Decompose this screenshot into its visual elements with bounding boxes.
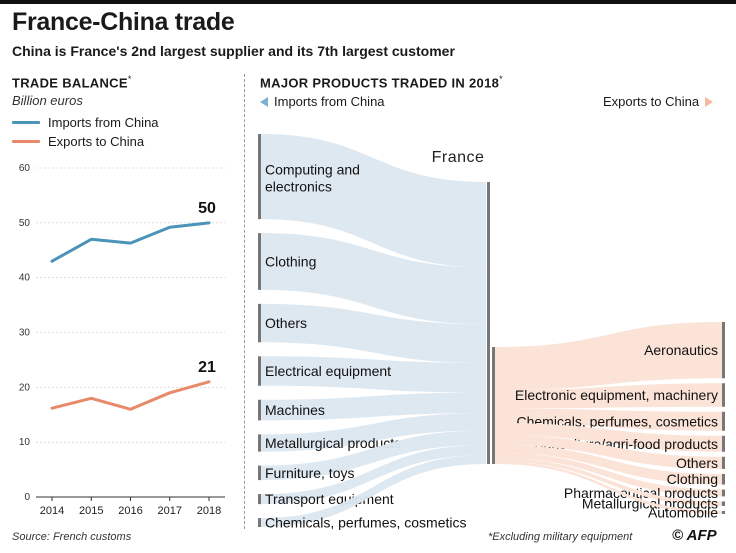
series-line-exports <box>50 380 211 411</box>
products-legend-exports: Exports to China <box>603 94 714 109</box>
products-legend-exports-label: Exports to China <box>603 94 700 109</box>
export-flow <box>495 452 722 497</box>
import-label: Metallurgical products <box>265 435 401 451</box>
source-note: Source: French customs <box>12 531 132 543</box>
export-flow <box>495 423 722 452</box>
export-node-bar <box>722 501 725 506</box>
export-label: Automobile <box>648 504 718 520</box>
legend-exports: Exports to China <box>12 134 144 149</box>
afp-logo: © AFP <box>672 527 717 544</box>
export-label: Clothing <box>667 471 718 487</box>
trade-balance-heading: Trade balance* <box>12 74 132 90</box>
export-flow <box>495 408 722 431</box>
import-node-bar <box>258 356 261 386</box>
page-title: France-China trade <box>12 8 235 36</box>
export-flow <box>495 461 722 514</box>
export-flow <box>495 458 722 506</box>
import-label: Others <box>265 315 307 331</box>
units-label: Billion euros <box>12 93 83 108</box>
x-tick-label: 2014 <box>40 505 64 517</box>
export-flow <box>495 435 722 469</box>
import-flow <box>261 445 486 505</box>
export-label: Chemicals, perfumes, cosmetics <box>516 413 718 429</box>
import-flow <box>261 303 486 363</box>
import-label: electronics <box>265 179 332 195</box>
import-node-bar <box>258 303 261 343</box>
products-sankey-chart: Computing andelectronicsClothingOthersEl… <box>258 134 725 530</box>
exports-arrow-icon <box>705 96 714 107</box>
footnote: *Excluding military equipment <box>488 531 633 543</box>
y-tick-label: 40 <box>19 273 31 284</box>
import-label: Furniture, toys <box>265 465 354 481</box>
export-label: Aeronautics <box>644 342 718 358</box>
series-line-imports <box>50 221 211 263</box>
import-node-bar <box>258 134 261 220</box>
legend-exports-label: Exports to China <box>48 134 145 149</box>
import-node-bar <box>258 434 261 452</box>
import-flow <box>261 413 486 452</box>
export-node-bar <box>722 383 725 407</box>
export-node-bar <box>722 489 725 497</box>
export-node-bar <box>722 456 725 469</box>
x-tick-label: 2017 <box>158 505 182 517</box>
y-tick-label: 60 <box>19 163 31 174</box>
export-node-bar <box>722 322 725 379</box>
import-flow <box>261 356 486 393</box>
export-node-bar <box>722 473 725 485</box>
export-node-bar <box>722 411 725 431</box>
x-tick-label: 2016 <box>118 505 142 517</box>
import-flow <box>261 392 486 421</box>
import-label: Computing and <box>265 162 360 178</box>
export-node-bar <box>722 510 725 514</box>
end-value-label: 21 <box>198 359 216 376</box>
import-node-bar <box>258 233 261 290</box>
import-node-bar <box>258 465 261 481</box>
trade-balance-heading-text: Trade balance <box>12 75 128 91</box>
y-tick-label: 0 <box>24 492 30 503</box>
import-label: Chemicals, perfumes, cosmetics <box>265 515 467 530</box>
legend-imports: Imports from China <box>12 115 159 130</box>
import-node-bar <box>258 399 261 421</box>
import-label: Electrical equipment <box>265 363 391 379</box>
end-value-label: 50 <box>198 200 216 217</box>
x-tick-label: 2015 <box>79 505 103 517</box>
products-asterisk: * <box>499 74 503 84</box>
import-label: Clothing <box>265 254 316 270</box>
section-divider <box>244 74 245 529</box>
products-legend-imports: Imports from China <box>260 94 385 109</box>
export-flow <box>495 322 722 391</box>
y-tick-label: 50 <box>19 218 31 229</box>
export-flow <box>495 383 722 409</box>
legend-imports-swatch <box>12 121 40 124</box>
imports-arrow-icon <box>260 96 268 107</box>
products-legend-imports-label: Imports from China <box>274 94 385 109</box>
products-heading-text: Major products traded in 2018 <box>260 75 500 91</box>
import-node-bar <box>258 518 261 527</box>
page-subtitle: China is France's 2nd largest supplier a… <box>12 43 455 59</box>
trade-balance-chart: 0 10 20 30 40 50 60 2014 2015 2016 2017 2018 50 21 <box>19 163 225 517</box>
export-label: Others <box>676 455 718 471</box>
export-flow <box>495 444 722 485</box>
export-label: Electronic equipment, machinery <box>515 387 718 403</box>
import-flow <box>261 134 486 268</box>
import-flow <box>261 233 486 325</box>
legend-exports-swatch <box>12 140 40 143</box>
top-rule <box>0 0 736 4</box>
y-tick-label: 20 <box>19 382 31 393</box>
import-flow <box>261 455 486 527</box>
x-tick-label: 2018 <box>197 505 221 517</box>
import-label: Machines <box>265 402 325 418</box>
export-node-bar <box>722 435 725 452</box>
import-node-bar <box>258 494 261 505</box>
trade-balance-asterisk: * <box>127 74 132 84</box>
products-heading: Major products traded in 2018* <box>260 74 503 90</box>
legend-imports-label: Imports from China <box>48 115 159 130</box>
france-label: France <box>432 149 485 166</box>
import-flow <box>261 430 486 481</box>
france-export-bar <box>492 347 495 464</box>
y-tick-label: 30 <box>19 328 31 339</box>
france-import-bar <box>487 182 490 464</box>
y-tick-label: 10 <box>19 437 31 448</box>
